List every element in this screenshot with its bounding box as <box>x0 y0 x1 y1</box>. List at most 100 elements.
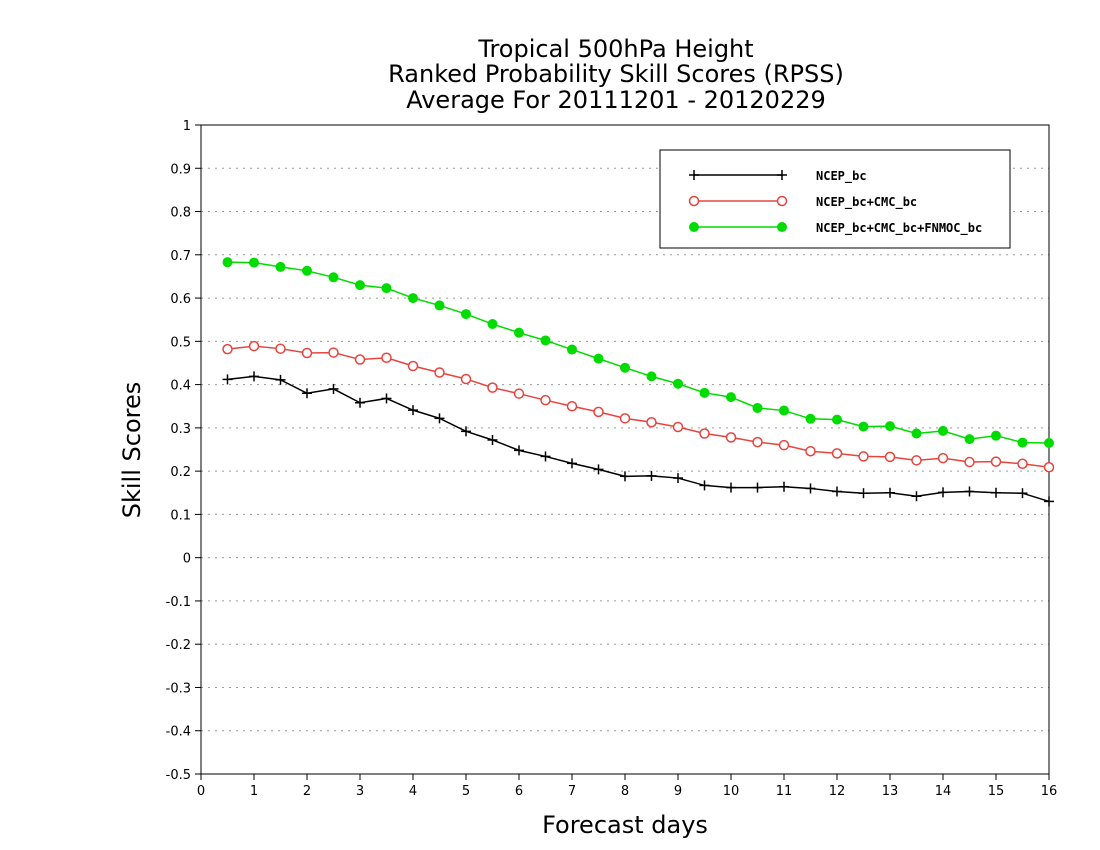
y-tick-label: 0.2 <box>170 465 191 480</box>
data-point <box>858 488 869 499</box>
y-tick-label: 1 <box>183 119 191 134</box>
x-axis-label: Forecast days <box>542 811 708 839</box>
legend-label: NCEP_bc <box>816 169 867 184</box>
data-point <box>301 347 313 359</box>
data-point <box>567 458 577 469</box>
y-tick-label: 0.6 <box>170 292 191 307</box>
data-point <box>302 265 312 276</box>
data-point <box>1017 458 1028 470</box>
data-point <box>1017 437 1028 448</box>
data-point <box>354 354 366 365</box>
data-point <box>434 300 445 311</box>
data-point <box>540 335 551 346</box>
data-point <box>884 451 896 463</box>
legend: NCEP_bc NCEP_bc+CMC_bc NCEP_bc+CMC_bc+FNMO… <box>659 149 1011 249</box>
data-point <box>461 426 471 437</box>
data-point <box>646 470 657 481</box>
y-tick-label: 0.8 <box>170 206 191 221</box>
x-tick-label: 9 <box>674 784 682 799</box>
legend-label: NCEP_bc+CMC_bc+FNMOC_bc <box>816 221 982 236</box>
series-line <box>227 345 1050 468</box>
x-tick-label: 10 <box>723 784 740 799</box>
data-point <box>672 421 684 433</box>
data-point <box>460 373 472 385</box>
data-point <box>673 473 683 484</box>
data-point <box>673 378 683 389</box>
data-point <box>593 353 604 364</box>
data-point <box>620 471 630 482</box>
y-tick-label: 0 <box>183 552 191 567</box>
x-tick-label: 2 <box>303 784 311 799</box>
legend-label: NCEP_bc+CMC_bc <box>816 195 917 210</box>
data-point <box>938 487 948 498</box>
x-tick-label: 7 <box>568 784 576 799</box>
data-point <box>964 434 975 445</box>
series-line <box>227 375 1050 503</box>
y-tick-label: -0.3 <box>166 681 191 696</box>
data-point <box>964 456 975 468</box>
data-point <box>911 491 922 502</box>
x-tick-label: 5 <box>462 784 470 799</box>
data-point <box>381 283 392 294</box>
y-tick-label: 0.4 <box>170 379 191 394</box>
data-point <box>805 413 816 424</box>
x-tick-label: 16 <box>1041 784 1058 799</box>
data-point <box>566 400 578 412</box>
x-tick-label: 14 <box>935 784 952 799</box>
series-NCEP_bc+CMC_bc <box>222 340 1055 473</box>
data-point <box>699 387 710 398</box>
series-line <box>227 261 1050 444</box>
data-point <box>779 481 789 492</box>
data-point <box>514 445 524 456</box>
x-tick-label: 0 <box>197 784 205 799</box>
x-tick-label: 13 <box>882 784 899 799</box>
data-point <box>991 430 1001 441</box>
data-point <box>1043 461 1055 473</box>
x-tick-label: 3 <box>356 784 364 799</box>
data-point <box>646 371 657 382</box>
data-point <box>593 406 604 418</box>
data-point <box>408 405 418 416</box>
data-point <box>275 261 286 272</box>
data-point <box>885 487 895 498</box>
data-point <box>752 402 763 413</box>
legend-marker <box>689 170 699 180</box>
data-point <box>779 405 789 416</box>
data-point <box>911 428 922 439</box>
data-point <box>222 374 233 385</box>
data-point <box>937 452 949 464</box>
data-point <box>328 347 339 358</box>
y-tick-label: 0.9 <box>170 162 191 177</box>
series-NCEP_bc <box>222 371 1054 507</box>
y-tick-label: 0.5 <box>170 335 191 350</box>
data-point <box>302 388 312 399</box>
data-point <box>567 344 577 355</box>
data-point <box>355 397 365 408</box>
data-point <box>805 483 816 494</box>
chart-title-line: Average For 20111201 - 20120229 <box>406 86 826 114</box>
data-point <box>514 327 524 338</box>
legend-marker <box>689 222 699 232</box>
data-point <box>355 280 365 291</box>
legend-marker <box>688 195 700 207</box>
data-point <box>725 432 737 443</box>
data-point <box>540 451 551 462</box>
series-NCEP_bc+CMC_bc+FNMOC_bc <box>222 257 1054 449</box>
data-point <box>699 480 710 491</box>
grid-lines <box>201 124 1049 732</box>
data-point <box>646 416 657 428</box>
data-point <box>407 360 419 372</box>
legend-marker <box>776 195 788 207</box>
x-tick-label: 11 <box>776 784 793 799</box>
x-tick-label: 12 <box>829 784 846 799</box>
x-tick-label: 8 <box>621 784 629 799</box>
data-point <box>832 414 842 425</box>
data-point <box>938 425 948 436</box>
data-point <box>858 451 869 462</box>
data-point <box>381 393 392 404</box>
data-point <box>328 272 339 283</box>
data-point <box>222 257 233 268</box>
data-point <box>513 388 525 399</box>
